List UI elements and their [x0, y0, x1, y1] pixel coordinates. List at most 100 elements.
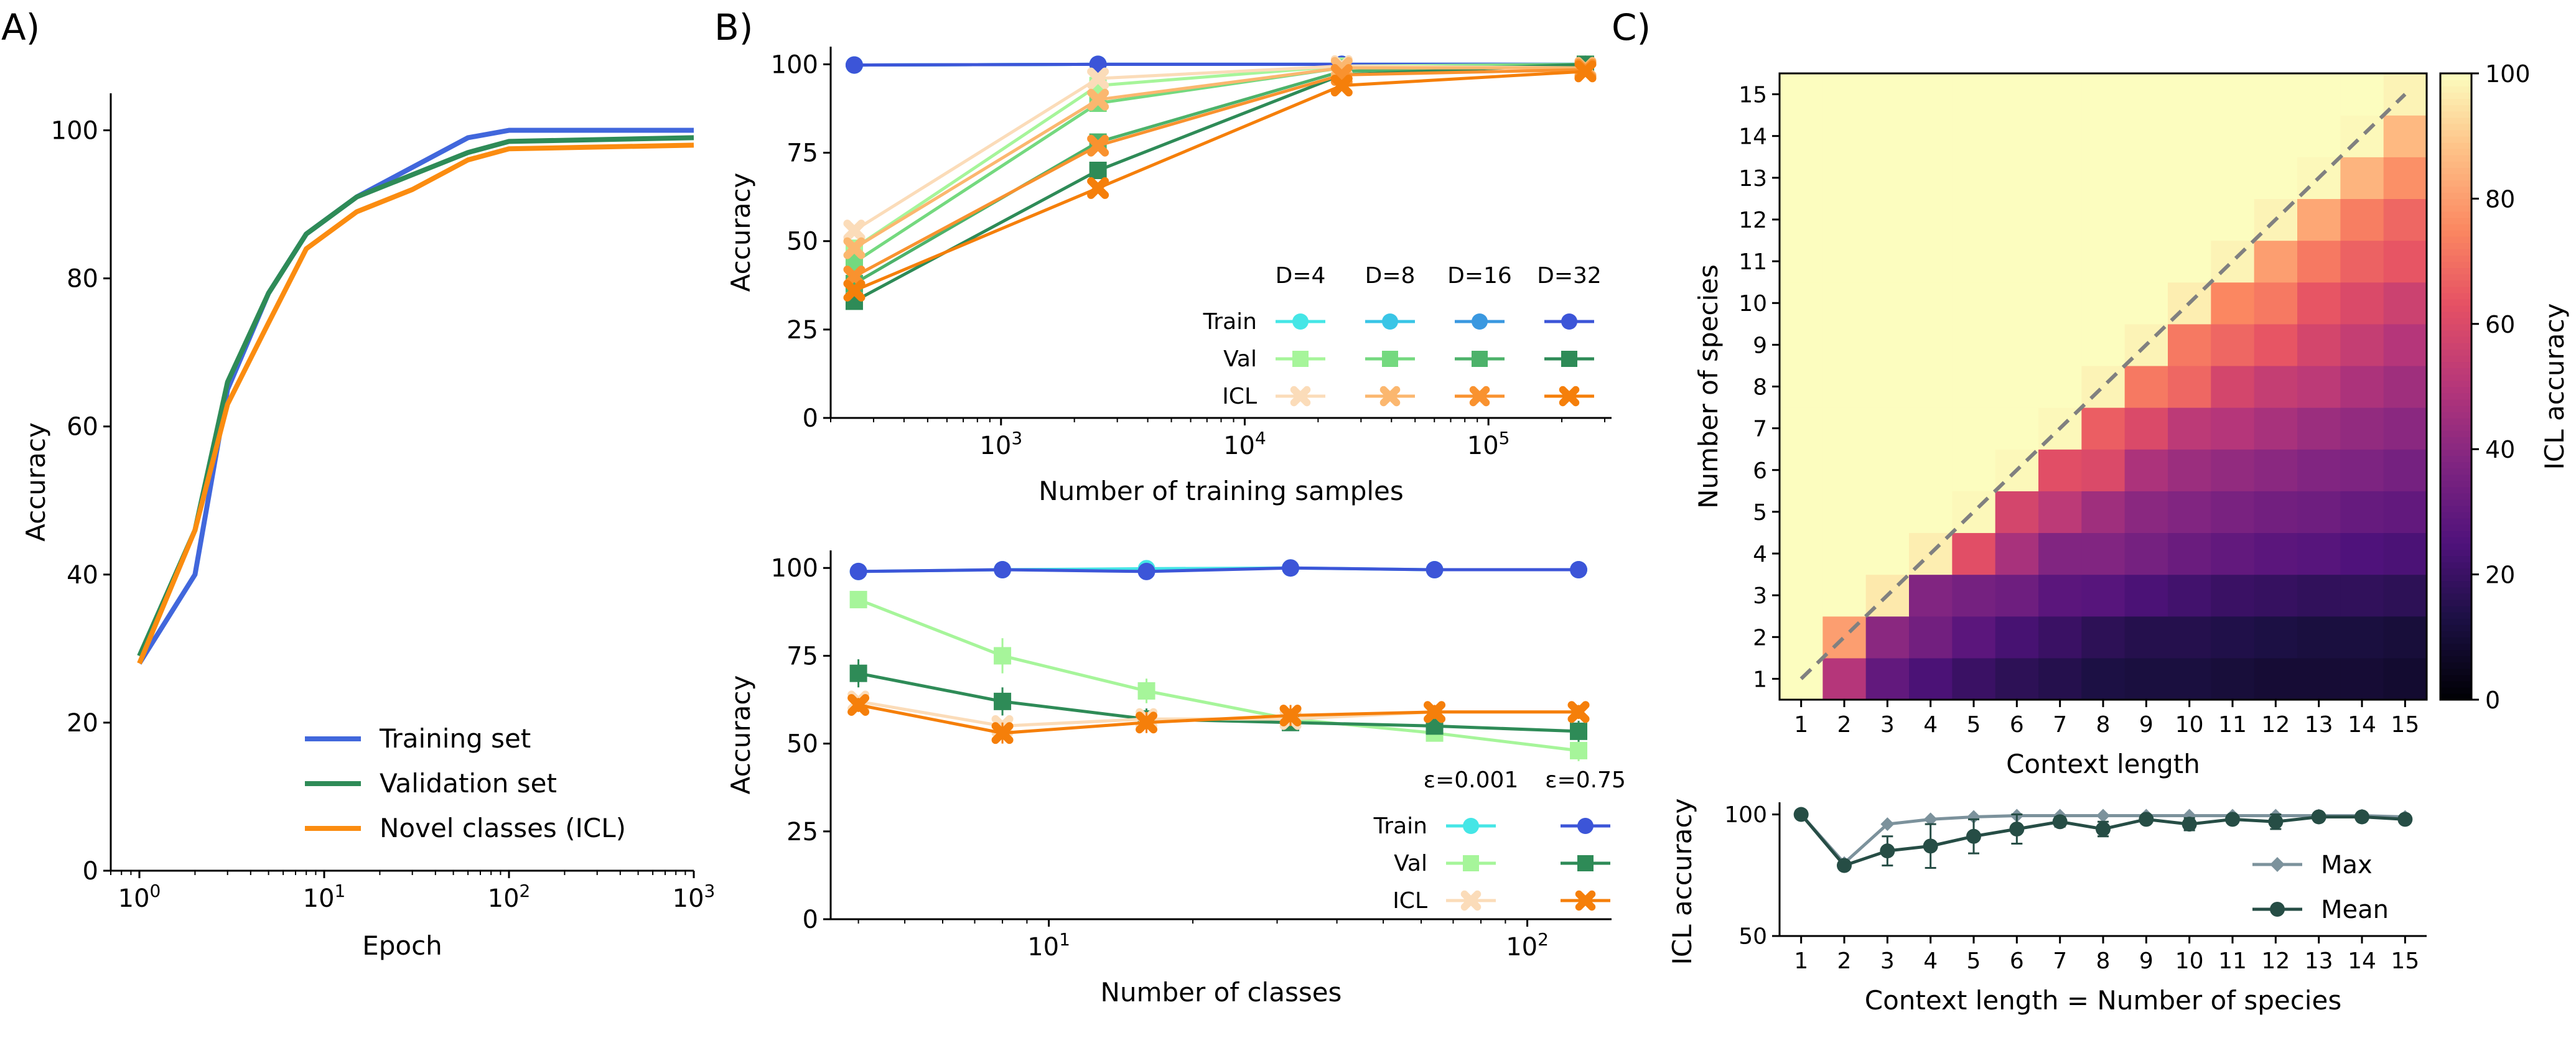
y-tick-label: 75 [786, 139, 818, 168]
heatmap-cell [2081, 157, 2126, 199]
colorbar-segment [2440, 261, 2471, 268]
icl-series-line [858, 703, 1579, 735]
colorbar-segment [2440, 198, 2471, 206]
y-tick-label: 7 [1753, 417, 1767, 442]
heatmap-cell [2124, 449, 2168, 491]
colorbar-segment [2440, 411, 2471, 419]
x-tick-label: 6 [2010, 712, 2024, 738]
panel-label-b: B) [714, 6, 753, 49]
colorbar-segment [2440, 98, 2471, 106]
heatmap-cell [1780, 574, 1823, 617]
heatmap-cell [2211, 240, 2255, 283]
colorbar-segment [2440, 505, 2471, 512]
x-tick-label: 3 [1880, 948, 1895, 974]
heatmap-cell [1909, 574, 1953, 617]
heatmap-cell [2340, 532, 2384, 575]
heatmap-cell [1865, 115, 1910, 157]
y-tick-label: 50 [786, 228, 818, 256]
heatmap-cell [2340, 657, 2384, 700]
colorbar-segment [2440, 86, 2471, 93]
heatmap-cell [1909, 365, 1953, 408]
legend-marker-val [1463, 855, 1479, 871]
heatmap-cell [1909, 282, 1953, 325]
legend-row-label: ICL [1222, 384, 1257, 409]
y-tick-label: 4 [1753, 542, 1767, 567]
mean-point [2096, 822, 2111, 836]
heatmap-cell [1780, 115, 1823, 157]
heatmap-cell [2211, 157, 2255, 199]
colorbar-segment [2440, 555, 2471, 563]
heatmap-cell [2211, 407, 2255, 450]
heatmap-cell [1952, 115, 1996, 157]
colorbar-segment [2440, 430, 2471, 437]
heatmap-cell [2124, 657, 2168, 700]
y-axis-label: Number of species [1693, 264, 1724, 509]
colorbar-segment [2440, 605, 2471, 613]
x-tick-label: 13 [2305, 948, 2333, 974]
heatmap-cell [1822, 491, 1867, 534]
heatmap-cell [2168, 365, 2211, 408]
legend-marker-icl [1575, 890, 1596, 911]
icl-point [991, 722, 1014, 744]
x-tick-label: 102 [488, 881, 531, 913]
heatmap-cell [2168, 115, 2211, 157]
heatmap-cell [2168, 574, 2211, 617]
y-tick-label: 50 [1738, 924, 1767, 950]
panel-label-c: C) [1612, 6, 1651, 49]
heatmap-cell [2297, 449, 2341, 491]
heatmap-cell [2038, 73, 2082, 116]
heatmap-cell [2383, 115, 2427, 157]
train-series-line [858, 566, 1579, 573]
colorbar-segment [2440, 305, 2471, 312]
heatmap-cell [1952, 73, 1996, 116]
colorbar-segment [2440, 92, 2471, 100]
heatmap-cell [2038, 157, 2082, 199]
x-tick-label: 7 [2053, 712, 2067, 738]
heatmap-cell [2211, 115, 2255, 157]
heatmap-cell [1952, 365, 1996, 408]
legend-marker-train [1463, 818, 1479, 834]
heatmap-cell [1952, 282, 1996, 325]
heatmap-cell [1780, 73, 1823, 116]
heatmap-cell [1865, 282, 1910, 325]
heatmap-cell [2340, 449, 2384, 491]
colorbar-tick-label: 60 [2485, 311, 2515, 338]
y-tick-label: 3 [1753, 583, 1767, 609]
heatmap-cell [1780, 532, 1823, 575]
heatmap-cell [2297, 574, 2341, 617]
colorbar-segment [2440, 236, 2471, 243]
heatmap-cell [2254, 282, 2298, 325]
legend-marker-train [1561, 313, 1577, 330]
colorbar-segment [2440, 643, 2471, 651]
icl-point [1136, 711, 1158, 734]
colorbar-segment [2440, 493, 2471, 500]
heatmap-cell [2383, 407, 2427, 450]
heatmap-cell [1780, 407, 1823, 450]
heatmap-cell [2168, 532, 2211, 575]
heatmap-cell [2038, 449, 2082, 491]
panel-b-classes-chart: 0 25 50 75 100 101 102 Number of classes Accurac… [726, 550, 1626, 1008]
heatmap-cell [1822, 73, 1867, 116]
legend-marker-val [1577, 855, 1594, 871]
colorbar-segment [2440, 80, 2471, 86]
colorbar-segment [2440, 568, 2471, 575]
icl-point [1424, 701, 1446, 723]
diagonal-line [1799, 93, 2407, 680]
heatmap-cell [1865, 157, 1910, 199]
x-tick-label: 15 [2391, 948, 2419, 974]
heatmap-cell [1995, 407, 2039, 450]
heatmap-cell [2038, 240, 2082, 283]
legend-column-label: D=4 [1276, 263, 1326, 289]
colorbar-segment [2440, 524, 2471, 531]
x-tick-label: 9 [2139, 712, 2154, 738]
heatmap-cell [2124, 532, 2168, 575]
heatmap-cell [2254, 574, 2298, 617]
heatmap-cell [2211, 574, 2255, 617]
colorbar-segment [2440, 687, 2471, 694]
x-tick-label: 100 [118, 881, 161, 913]
heatmap-cell [2383, 198, 2427, 241]
panel-a-epoch-chart: 0 20 40 60 80 100 100 101 102 103 Epoch Accuracy Tra… [21, 93, 715, 961]
colorbar-segment [2440, 656, 2471, 663]
x-tick-label: 4 [1923, 948, 1938, 974]
